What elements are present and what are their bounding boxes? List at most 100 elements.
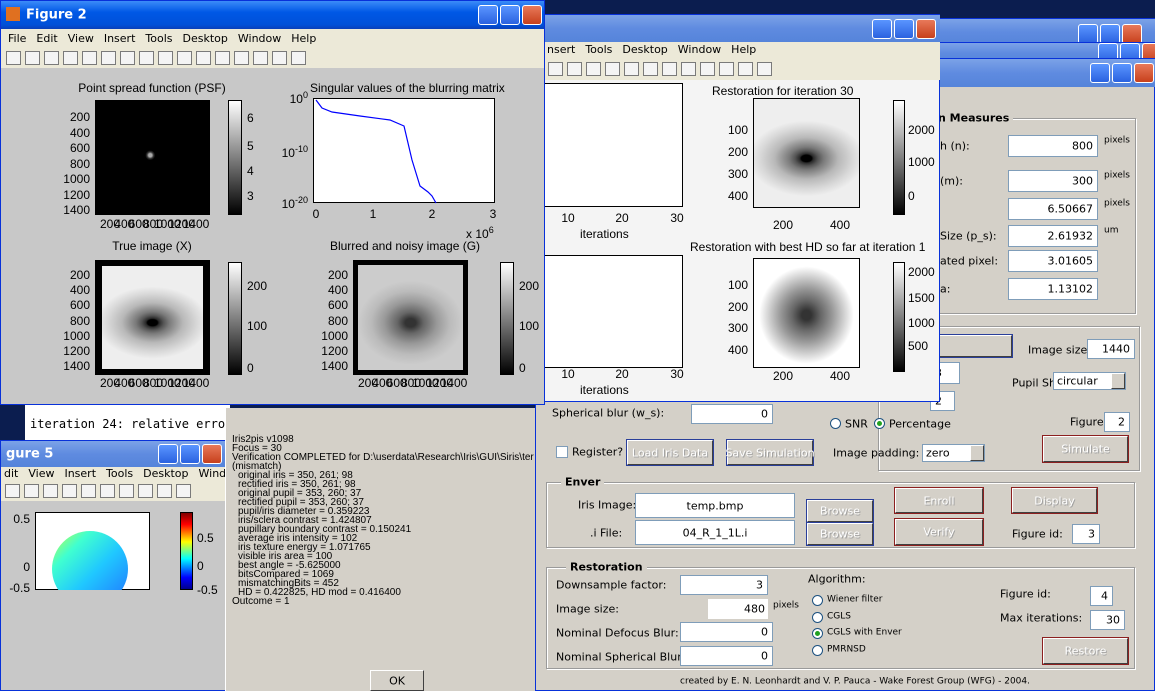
button[interactable]	[1042, 435, 1129, 463]
toolbar-icon[interactable]	[605, 62, 620, 76]
toolbar-icon[interactable]	[662, 62, 677, 76]
toolbar-icon[interactable]	[139, 51, 154, 65]
toolbar-icon[interactable]	[700, 62, 715, 76]
text-field[interactable]	[1087, 339, 1135, 359]
toolbar-icon[interactable]	[681, 62, 696, 76]
toolbar-icon[interactable]	[44, 51, 59, 65]
toolbar-icon[interactable]	[719, 62, 734, 76]
button[interactable]	[929, 334, 1013, 358]
maximize-button[interactable]	[180, 444, 200, 464]
text-field[interactable]	[635, 493, 795, 518]
menu-item[interactable]: Insert	[103, 32, 136, 45]
radio-button[interactable]	[830, 418, 841, 429]
minimize-button[interactable]	[158, 444, 178, 464]
menu-item[interactable]: dit	[4, 467, 19, 480]
toolbar-icon[interactable]	[253, 51, 268, 65]
toolbar-icon[interactable]	[643, 62, 658, 76]
text-field[interactable]	[1090, 586, 1113, 606]
toolbar-icon[interactable]	[43, 484, 58, 498]
minimize-button[interactable]	[1078, 24, 1098, 44]
dropdown[interactable]	[922, 444, 985, 462]
close-button[interactable]	[1122, 24, 1142, 44]
dropdown-arrow[interactable]	[1111, 373, 1125, 389]
toolbar-icon[interactable]	[157, 484, 172, 498]
menu-item[interactable]: Window	[677, 43, 722, 56]
button[interactable]	[894, 518, 984, 546]
menu-item[interactable]: nsert	[547, 43, 576, 56]
toolbar-icon[interactable]	[82, 51, 97, 65]
menu-item[interactable]: View	[67, 32, 94, 45]
radio-button[interactable]	[812, 645, 823, 656]
text-field[interactable]	[1090, 610, 1125, 630]
toolbar-icon[interactable]	[567, 62, 582, 76]
toolbar-icon[interactable]	[138, 484, 153, 498]
toolbar-icon[interactable]	[5, 484, 20, 498]
toolbar-icon[interactable]	[757, 62, 772, 76]
toolbar-icon[interactable]	[215, 51, 230, 65]
checkbox[interactable]	[556, 446, 568, 458]
close-button[interactable]	[1134, 63, 1154, 83]
menu-item[interactable]: Tools	[585, 43, 613, 56]
toolbar-icon[interactable]	[234, 51, 249, 65]
text-field[interactable]	[1072, 524, 1100, 544]
toolbar-icon[interactable]	[586, 62, 601, 76]
text-field[interactable]	[680, 622, 773, 642]
toolbar-icon[interactable]	[62, 484, 77, 498]
close-button[interactable]	[522, 5, 542, 25]
button[interactable]	[806, 499, 874, 523]
menu-item[interactable]: Help	[291, 32, 317, 45]
toolbar-icon[interactable]	[158, 51, 173, 65]
maximize-button[interactable]	[1112, 63, 1132, 83]
toolbar-icon[interactable]	[272, 51, 287, 65]
minimize-button[interactable]	[872, 19, 892, 39]
toolbar-icon[interactable]	[624, 62, 639, 76]
radio-button[interactable]	[812, 612, 823, 623]
menu-item[interactable]: Tools	[106, 467, 134, 480]
toolbar-icon[interactable]	[176, 484, 191, 498]
menu-item[interactable]: Window	[237, 32, 282, 45]
maximize-button[interactable]	[1100, 24, 1120, 44]
dropdown[interactable]	[1053, 372, 1126, 390]
close-button[interactable]	[202, 444, 222, 464]
toolbar-icon[interactable]	[119, 484, 134, 498]
toolbar-icon[interactable]	[291, 51, 306, 65]
radio-button[interactable]	[812, 595, 823, 606]
toolbar-icon[interactable]	[6, 51, 21, 65]
toolbar-icon[interactable]	[196, 51, 211, 65]
dropdown-arrow[interactable]	[970, 445, 984, 461]
menu-item[interactable]: Edit	[36, 32, 58, 45]
toolbar-icon[interactable]	[177, 51, 192, 65]
menu-item[interactable]: File	[8, 32, 27, 45]
toolbar-icon[interactable]	[25, 51, 40, 65]
menu-item[interactable]: View	[28, 467, 55, 480]
button[interactable]	[1042, 637, 1129, 665]
button[interactable]	[1011, 487, 1098, 514]
minimize-button[interactable]	[1090, 63, 1110, 83]
text-field[interactable]	[680, 646, 773, 666]
menu-item[interactable]: Desktop	[182, 32, 228, 45]
menu-item[interactable]: Desktop	[143, 467, 189, 480]
toolbar-icon[interactable]	[548, 62, 563, 76]
toolbar-icon[interactable]	[101, 51, 116, 65]
button[interactable]	[894, 487, 984, 514]
toolbar-icon[interactable]	[738, 62, 753, 76]
minimize-button[interactable]	[478, 5, 498, 25]
button[interactable]	[726, 439, 814, 466]
toolbar-icon[interactable]	[120, 51, 135, 65]
text-field[interactable]	[635, 520, 795, 545]
toolbar-icon[interactable]	[81, 484, 96, 498]
text-field[interactable]	[680, 575, 768, 595]
toolbar-icon[interactable]	[24, 484, 39, 498]
text-field[interactable]	[691, 404, 773, 424]
close-button[interactable]	[916, 19, 936, 39]
toolbar-icon[interactable]	[100, 484, 115, 498]
menu-item[interactable]: Tools	[145, 32, 173, 45]
menu-item[interactable]: Desktop	[622, 43, 668, 56]
menu-item[interactable]: Insert	[64, 467, 97, 480]
toolbar-icon[interactable]	[63, 51, 78, 65]
maximize-button[interactable]	[894, 19, 914, 39]
text-field[interactable]	[1104, 412, 1130, 432]
maximize-button[interactable]	[500, 5, 520, 25]
button[interactable]	[626, 439, 714, 466]
menu-item[interactable]: Help	[731, 43, 757, 56]
